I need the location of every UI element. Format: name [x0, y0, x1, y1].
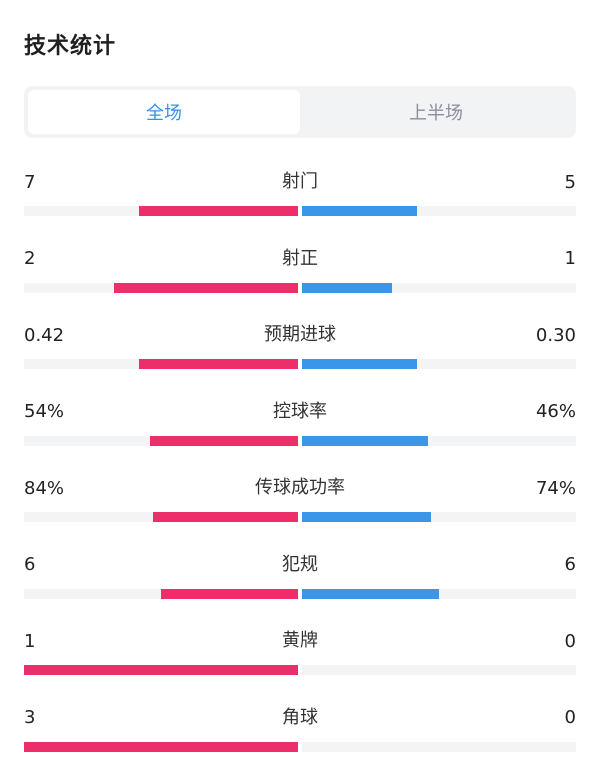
home-value: 2: [24, 248, 36, 269]
stat-row-possession: 54% 46% 控球率: [24, 395, 576, 472]
away-value: 1: [564, 248, 576, 269]
stat-row-shots-on-target: 2 1 射正: [24, 242, 576, 319]
comparison-bar: [24, 588, 576, 599]
away-bar: [302, 435, 429, 446]
away-bar: [302, 359, 418, 369]
home-value: 54%: [24, 401, 65, 422]
away-bar: [302, 512, 431, 522]
home-bar: [139, 359, 298, 369]
away-value: 0.30: [535, 324, 576, 346]
stat-row-yellow-cards: 1 0 黄牌: [24, 624, 576, 701]
stats-list: 7 5 射门 2 1 射正 0.42 0.30 预期进球: [24, 165, 576, 777]
home-bar: [161, 588, 298, 599]
comparison-bar: [24, 512, 576, 522]
away-value: 0: [564, 630, 576, 652]
home-bar: [150, 435, 298, 446]
away-value: 46%: [535, 401, 576, 422]
page-title: 技术统计: [24, 34, 117, 59]
tab-first-half[interactable]: 上半场: [409, 103, 463, 124]
comparison-bar: [24, 282, 576, 293]
home-value: 7: [24, 171, 36, 193]
away-bar: [302, 282, 393, 293]
home-bar: [114, 282, 298, 293]
home-value: 6: [24, 554, 36, 575]
home-bar: [139, 206, 298, 216]
away-value: 5: [564, 171, 576, 193]
stat-row-xg: 0.42 0.30 预期进球: [24, 318, 576, 395]
tab-full-match[interactable]: 全场: [28, 90, 300, 134]
away-bar: [302, 206, 418, 216]
away-value: 6: [564, 554, 576, 575]
home-value: 84%: [24, 477, 65, 499]
away-bar: [302, 588, 439, 599]
home-value: 0.42: [24, 324, 65, 346]
home-value: 3: [24, 707, 36, 728]
away-value: 0: [564, 707, 576, 728]
home-bar: [24, 665, 298, 675]
period-tabs: 全场 上半场: [24, 86, 576, 138]
comparison-bar: [24, 359, 576, 369]
comparison-bar: [24, 741, 576, 752]
away-value: 74%: [535, 477, 576, 499]
comparison-bar: [24, 206, 576, 216]
comparison-bar: [24, 665, 576, 675]
home-bar: [152, 512, 298, 522]
stat-row-fouls: 6 6 犯规: [24, 548, 576, 625]
comparison-bar: [24, 435, 576, 446]
home-value: 1: [24, 630, 36, 652]
home-bar: [24, 741, 298, 752]
stat-row-shots: 7 5 射门: [24, 165, 576, 242]
stat-row-pass-accuracy: 84% 74% 传球成功率: [24, 471, 576, 548]
stat-row-corners: 3 0 角球: [24, 701, 576, 778]
